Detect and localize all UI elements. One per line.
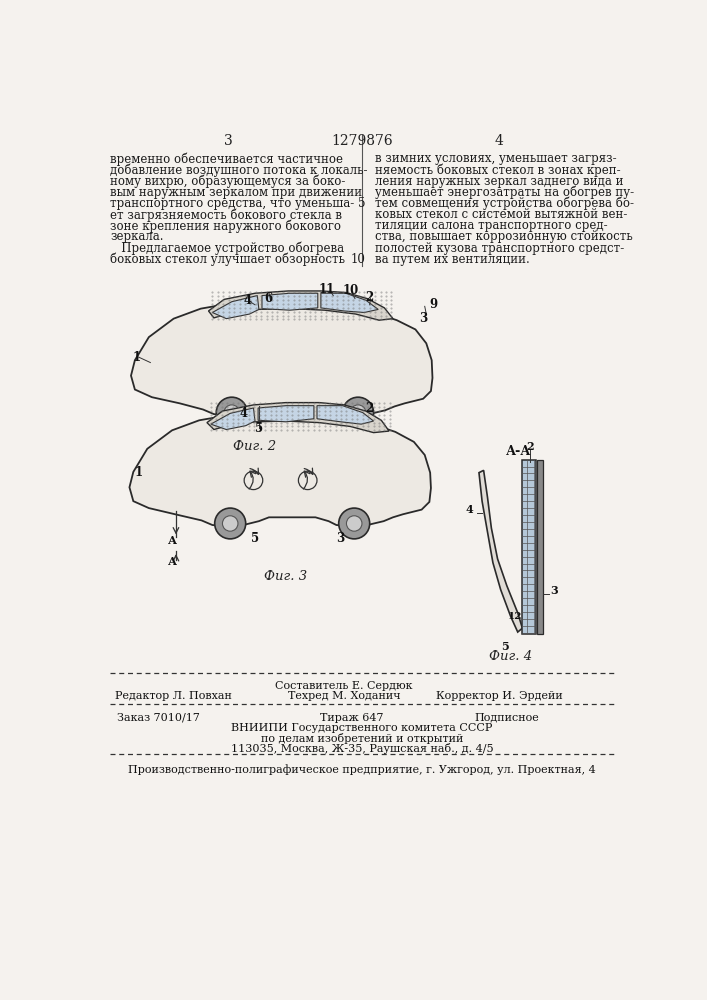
Text: 5: 5: [255, 422, 263, 434]
Text: ковых стекол с системой вытяжной вен-: ковых стекол с системой вытяжной вен-: [375, 208, 628, 221]
Text: 3: 3: [419, 312, 427, 325]
Text: зоне крепления наружного бокового: зоне крепления наружного бокового: [110, 219, 341, 233]
Text: 9: 9: [429, 298, 438, 311]
Circle shape: [343, 397, 373, 428]
Polygon shape: [212, 296, 259, 319]
Polygon shape: [207, 403, 389, 433]
Polygon shape: [258, 406, 314, 422]
Text: 1: 1: [135, 466, 143, 479]
Text: А-А: А-А: [506, 445, 531, 458]
Polygon shape: [321, 293, 378, 312]
Text: 4: 4: [495, 134, 503, 148]
Circle shape: [351, 405, 366, 420]
Text: 4: 4: [466, 504, 474, 515]
Text: 3: 3: [223, 134, 233, 148]
Text: добавление воздушного потока к локаль-: добавление воздушного потока к локаль-: [110, 164, 368, 177]
Text: ва путем их вентиляции.: ва путем их вентиляции.: [375, 253, 530, 266]
Text: 5: 5: [358, 197, 366, 210]
Text: А: А: [168, 534, 177, 546]
Text: 2: 2: [526, 441, 534, 452]
Polygon shape: [479, 470, 522, 632]
Text: в зимних условиях, уменьшает загряз-: в зимних условиях, уменьшает загряз-: [375, 152, 617, 165]
Text: Составитель Е. Сердюк: Составитель Е. Сердюк: [275, 681, 413, 691]
Text: 10: 10: [351, 253, 366, 266]
Text: транспортного средства, что уменьша-: транспортного средства, что уменьша-: [110, 197, 354, 210]
Circle shape: [223, 516, 238, 531]
Text: 11: 11: [319, 283, 335, 296]
Text: ства, повышает коррозионную стойкость: ства, повышает коррозионную стойкость: [375, 230, 633, 243]
Text: вым наружным зеркалом при движении: вым наружным зеркалом при движении: [110, 186, 362, 199]
Text: Фиг. 3: Фиг. 3: [264, 570, 308, 583]
Text: няемость боковых стекол в зонах креп-: няемость боковых стекол в зонах креп-: [375, 164, 621, 177]
Text: временно обеспечивается частичное: временно обеспечивается частичное: [110, 152, 343, 166]
Text: полостей кузова транспортного средст-: полостей кузова транспортного средст-: [375, 242, 624, 255]
Text: 4: 4: [239, 407, 247, 420]
Text: 113035, Москва, Ж-35, Раушская наб., д. 4/5: 113035, Москва, Ж-35, Раушская наб., д. …: [230, 743, 493, 754]
Polygon shape: [131, 301, 433, 416]
Text: ному вихрю, образующемуся за боко-: ному вихрю, образующемуся за боко-: [110, 175, 346, 188]
Text: Фиг. 4: Фиг. 4: [489, 650, 532, 663]
Polygon shape: [209, 291, 393, 320]
Polygon shape: [211, 408, 255, 430]
Text: 4: 4: [243, 294, 251, 307]
Circle shape: [346, 516, 362, 531]
Circle shape: [339, 508, 370, 539]
Text: Подписное: Подписное: [474, 713, 539, 723]
Text: 5: 5: [251, 532, 259, 545]
Text: 6: 6: [264, 292, 272, 305]
Text: 2: 2: [365, 402, 373, 415]
Text: ления наружных зеркал заднего вида и: ления наружных зеркал заднего вида и: [375, 175, 624, 188]
Text: Тираж 647: Тираж 647: [320, 713, 384, 723]
Text: 1279876: 1279876: [331, 134, 393, 148]
Text: тиляции салона транспортного сред-: тиляции салона транспортного сред-: [375, 219, 608, 232]
Text: 10: 10: [342, 284, 358, 297]
Circle shape: [216, 397, 247, 428]
Text: зеркала.: зеркала.: [110, 230, 163, 243]
Text: 5: 5: [501, 641, 509, 652]
Text: А: А: [168, 556, 177, 567]
Text: 12: 12: [508, 612, 522, 621]
Polygon shape: [262, 293, 317, 310]
Text: Заказ 7010/17: Заказ 7010/17: [117, 713, 199, 723]
Circle shape: [215, 508, 246, 539]
Polygon shape: [129, 413, 431, 527]
Circle shape: [224, 405, 240, 420]
Text: Предлагаемое устройство обогрева: Предлагаемое устройство обогрева: [110, 242, 344, 255]
Text: 2: 2: [365, 291, 373, 304]
Text: ВНИИПИ Государственного комитета СССР: ВНИИПИ Государственного комитета СССР: [231, 723, 493, 733]
Text: уменьшает энергозатраты на обогрев пу-: уменьшает энергозатраты на обогрев пу-: [375, 186, 634, 199]
Text: по делам изобретений и открытий: по делам изобретений и открытий: [261, 733, 463, 744]
Text: Корректор И. Эрдейи: Корректор И. Эрдейи: [436, 691, 563, 701]
Polygon shape: [317, 406, 373, 424]
Text: тем совмещения устройства обогрева бо-: тем совмещения устройства обогрева бо-: [375, 197, 634, 211]
Text: Производственно-полиграфическое предприятие, г. Ужгород, ул. Проектная, 4: Производственно-полиграфическое предприя…: [128, 764, 596, 775]
Text: боковых стекол улучшает обзорность: боковых стекол улучшает обзорность: [110, 253, 345, 266]
Text: Техред М. Ходанич: Техред М. Ходанич: [288, 691, 400, 701]
Text: Фиг. 2: Фиг. 2: [233, 440, 276, 453]
Polygon shape: [537, 460, 542, 634]
Text: 1: 1: [132, 351, 141, 364]
Polygon shape: [522, 460, 537, 634]
Text: ет загрязняемость бокового стекла в: ет загрязняемость бокового стекла в: [110, 208, 342, 222]
Text: Редактор Л. Повхан: Редактор Л. Повхан: [115, 691, 232, 701]
Text: 3: 3: [550, 585, 558, 596]
Text: 3: 3: [336, 532, 344, 545]
